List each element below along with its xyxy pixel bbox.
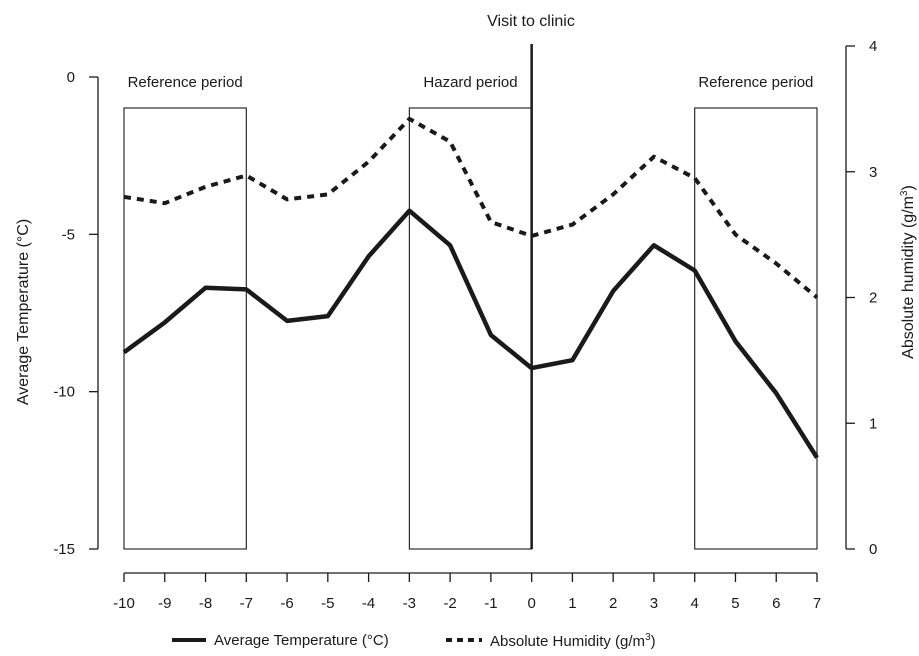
x-tick-label: 4 [691,595,699,612]
x-tick-label: 1 [568,595,576,612]
period-boxes: Reference period Hazard period Reference p… [123,74,818,550]
series [122,116,819,459]
humidity-line [123,116,819,300]
legend-temperature-label: Average Temperature (°C) [214,632,389,649]
x-tick-label: -10 [113,595,135,612]
x-tick-label: 5 [731,595,739,612]
x-tick-label: 7 [813,595,821,612]
period-box-2 [408,107,533,550]
x-tick-label: -8 [199,595,212,612]
y-right-tick-label: 0 [869,541,877,558]
x-tick-label: -3 [403,595,416,612]
y-left-tick-label: -5 [62,226,75,243]
x-tick-label: -4 [362,595,375,612]
visit-marker-label: Visit to clinic [487,13,575,30]
x-tick-label: 2 [609,595,617,612]
x-tick-label: -5 [321,595,334,612]
temperature-line [122,208,819,459]
y-left-tick-label: -15 [53,541,75,558]
period-label-3: Reference period [698,74,813,91]
y-right-tick-label: 4 [869,38,877,55]
legend-humidity-label: Absolute Humidity (g/m3) [490,632,656,650]
axes: -10 -9 -8 -7 -6 -5 -4 -3 -2 -1 0 1 2 3 4 5 6 70-5-10-1543… [53,38,877,612]
y-axis-left-title: Average Temperature (°C) [15,219,32,405]
x-tick-label: 6 [772,595,780,612]
x-tick-label: 3 [650,595,658,612]
period-label-2: Hazard period [423,74,517,91]
y-axis-right-title-sup: 3 [899,190,910,196]
period-box-1 [123,107,247,550]
y-left-tick-label: 0 [67,69,75,86]
x-tick-label: -9 [158,595,171,612]
legend: Average Temperature (°C) Absolute Humidi… [172,632,656,650]
y-left-tick-label: -10 [53,384,75,401]
period-label-1: Reference period [128,74,243,91]
legend-humidity-main: Absolute Humidity (g/m [490,633,645,650]
x-tick-label: -7 [240,595,253,612]
y-right-tick-label: 3 [869,164,877,181]
y-axis-right-title: Absolute humidity (g/m3) [899,185,917,359]
period-box-3 [694,107,818,550]
x-tick-label: -2 [443,595,456,612]
y-right-tick-label: 2 [869,290,877,307]
legend-humidity-sup: 3 [645,632,651,643]
y-axis-right-title-main: Absolute humidity (g/m [900,196,917,359]
y-right-tick-label: 1 [869,415,877,432]
x-tick-label: 0 [527,595,535,612]
x-tick-label: -6 [280,595,293,612]
x-tick-label: -1 [484,595,497,612]
y-axis-right-title-end: ) [900,185,917,190]
legend-humidity-end: ) [651,633,656,650]
